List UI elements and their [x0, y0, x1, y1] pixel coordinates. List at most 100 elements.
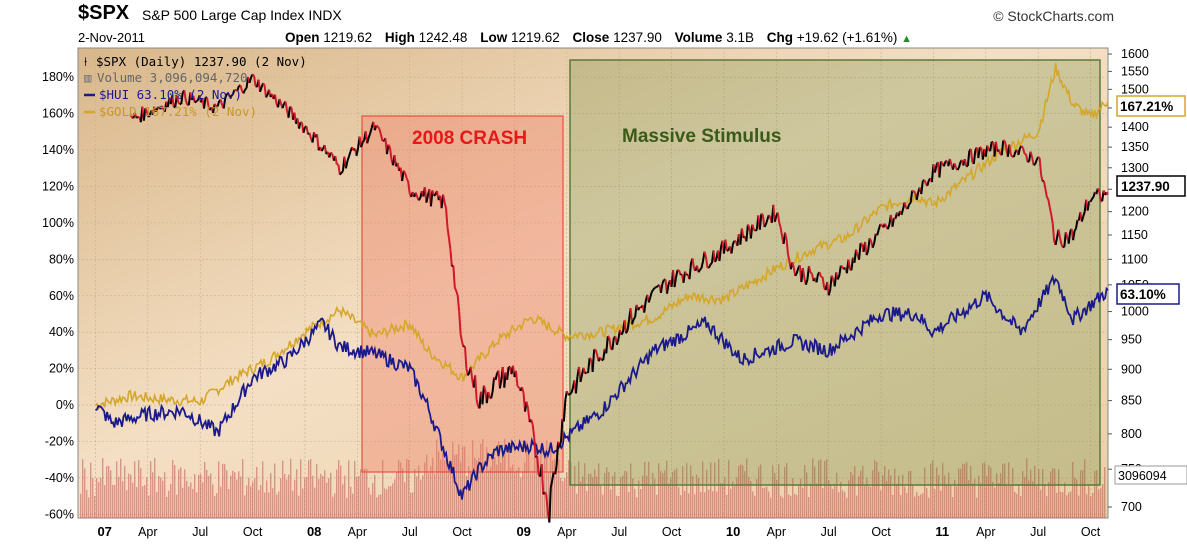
- volume-bar: [266, 480, 268, 518]
- volume-bar: [512, 464, 514, 518]
- volume-bar: [324, 470, 326, 518]
- spx-segment: [712, 250, 716, 263]
- ohlc-readout: Open 1219.62 High 1242.48 Low 1219.62 Cl…: [285, 30, 912, 45]
- spx-segment: [994, 141, 999, 152]
- volume-bar: [1094, 470, 1096, 518]
- spx-segment: [650, 288, 655, 293]
- volume-bar: [726, 495, 728, 518]
- volume-bar: [96, 478, 98, 518]
- spx-segment: [516, 385, 520, 389]
- spx-segment: [230, 93, 234, 97]
- spx-segment: [194, 100, 198, 104]
- volume-bar: [1098, 489, 1100, 518]
- spx-segment: [923, 179, 927, 184]
- hui-series-line: [95, 273, 1109, 500]
- spx-segment: [1086, 201, 1091, 211]
- volume-bar: [886, 480, 888, 518]
- x-tick-label: Apr: [976, 525, 995, 539]
- spx-segment: [248, 77, 253, 84]
- x-tick-label: 07: [97, 524, 111, 539]
- volume-bar: [854, 466, 856, 518]
- volume-bar: [364, 468, 366, 518]
- spx-segment: [871, 242, 876, 248]
- volume-bar: [632, 478, 634, 518]
- x-axis: 07 Apr Jul Oct 08 Apr Jul Oct 09 Apr Jul Oct 10 Apr Ju…: [97, 524, 1100, 539]
- volume-bar: [156, 492, 158, 518]
- volume-bar: [236, 479, 238, 518]
- spx-segment: [224, 93, 228, 99]
- spx-segment: [562, 399, 567, 422]
- volume-bar: [1104, 467, 1106, 518]
- volume-bar: [724, 477, 726, 518]
- volume-bar: [188, 486, 190, 518]
- volume-bar: [314, 487, 316, 518]
- volume-bar: [1102, 484, 1104, 518]
- volume-bar: [142, 486, 144, 518]
- volume-bar: [172, 459, 174, 518]
- volume-bar: [426, 454, 428, 518]
- volume-bar: [308, 460, 310, 518]
- spx-segment: [836, 275, 841, 280]
- spx-segment: [407, 181, 411, 194]
- volume-bar: [578, 461, 580, 518]
- volume-bar: [738, 465, 740, 518]
- volume-bar: [166, 496, 168, 518]
- volume-bar: [708, 489, 710, 518]
- spx-segment: [1000, 140, 1005, 156]
- spx-segment: [649, 291, 653, 298]
- volume-bar: [162, 480, 164, 518]
- volume-bar: [526, 442, 528, 518]
- volume-bar: [176, 494, 178, 518]
- volume-bar: [196, 492, 198, 518]
- volume-bar: [894, 468, 896, 518]
- volume-bar: [996, 473, 998, 518]
- volume-value: 3.1B: [726, 30, 754, 45]
- volume-bar: [490, 466, 492, 518]
- volume-bar: [844, 492, 846, 518]
- volume-bar: [146, 477, 148, 518]
- volume-bar: [924, 467, 926, 518]
- index-name-text: S&P 500 Large Cap Index: [142, 7, 305, 23]
- spx-segment: [786, 253, 791, 262]
- spx-segment: [446, 227, 450, 239]
- volume-bar: [254, 478, 256, 518]
- volume-bar: [322, 476, 324, 518]
- spx-segment: [330, 151, 333, 155]
- volume-bar: [430, 466, 432, 518]
- spx-segment: [1064, 231, 1069, 238]
- spx-segment: [903, 202, 908, 209]
- quote-date: 2-Nov-2011: [78, 30, 145, 45]
- volume-bar: [970, 465, 972, 518]
- spx-segment: [387, 144, 391, 148]
- volume-bar: [480, 443, 482, 518]
- volume-bar: [938, 475, 940, 518]
- volume-bar: [1044, 484, 1046, 518]
- left-tick-label: 140%: [42, 143, 74, 157]
- spx-segment: [1033, 163, 1036, 166]
- spx-segment: [216, 100, 221, 107]
- spx-segment: [475, 399, 480, 407]
- volume-bar: [652, 472, 654, 518]
- volume-bar: [374, 474, 376, 518]
- volume-bar: [408, 459, 410, 518]
- spx-segment: [404, 172, 408, 179]
- volume-bar: [682, 465, 684, 518]
- volume-bar: [332, 496, 334, 518]
- spx-segment: [909, 190, 914, 204]
- volume-bar: [424, 462, 426, 518]
- volume-bar: [1086, 494, 1088, 518]
- volume-bar: [818, 460, 820, 518]
- exchange-label: INDX: [308, 7, 342, 23]
- spx-segment: [911, 189, 915, 193]
- spx-segment: [1037, 156, 1041, 159]
- volume-bar: [1046, 496, 1048, 518]
- volume-bar: [194, 474, 196, 518]
- volume-bar: [902, 474, 904, 518]
- left-tick-label: -40%: [45, 471, 74, 485]
- spx-segment: [375, 124, 379, 128]
- spx-segment: [144, 107, 148, 113]
- spx-segment: [316, 134, 320, 151]
- volume-bar: [260, 484, 262, 518]
- spx-segment: [791, 262, 795, 268]
- spx-segment: [883, 223, 888, 228]
